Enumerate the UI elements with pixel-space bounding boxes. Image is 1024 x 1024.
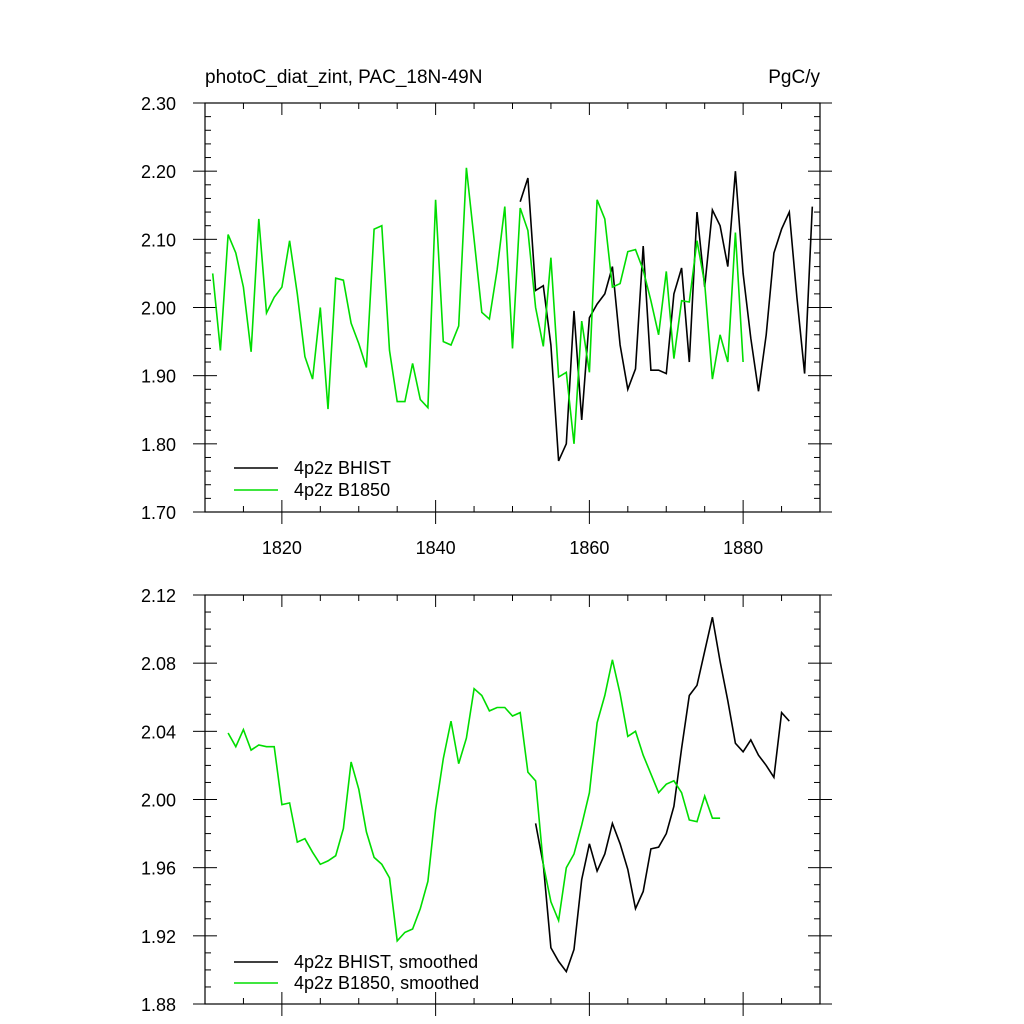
legend-label-bhist: 4p2z BHIST	[294, 458, 391, 478]
bottom-series-1-line	[227, 659, 721, 943]
top-ticks: 1820 1840 1860 1880 1.70 1.80 1.90 2.00 2.10 2.20…	[141, 94, 832, 558]
top-lines	[211, 167, 814, 462]
bottom-ticks: 1.88 1.92 1.96 2.00 2.04 2.08 2.12	[141, 586, 832, 1016]
chart-units-label: PgC/y	[768, 67, 820, 88]
top-y-tick-label-5: 2.20	[141, 162, 176, 182]
top-y-tick-label-3: 2.00	[141, 299, 176, 319]
top-y-tick-label-2: 1.90	[141, 367, 176, 387]
top-plot-frame	[204, 102, 821, 513]
legend-label-b1850: 4p2z B1850	[294, 480, 390, 500]
panel-bottom: 1.88 1.92 1.96 2.00 2.04 2.08 2.12 4p2z BHIST,…	[141, 586, 832, 1016]
top-x-tick-label-1880: 1880	[723, 538, 763, 558]
bottom-y-tick-label-0: 1.88	[141, 995, 176, 1015]
bottom-series-0-line	[534, 617, 790, 974]
bottom-y-tick-label-6: 2.12	[141, 586, 176, 606]
top-y-tick-label-6: 2.30	[141, 94, 176, 114]
bottom-y-tick-label-3: 2.00	[141, 791, 176, 811]
bottom-y-tick-label-5: 2.08	[141, 654, 176, 674]
top-y-tick-label-0: 1.70	[141, 503, 176, 523]
bottom-plot-frame	[204, 594, 821, 1005]
top-y-tick-label-4: 2.10	[141, 230, 176, 250]
bottom-y-tick-label-1: 1.92	[141, 927, 176, 947]
bottom-y-tick-label-2: 1.96	[141, 859, 176, 879]
legend-label-b1850-smoothed: 4p2z B1850, smoothed	[294, 973, 479, 993]
top-y-tick-label-1: 1.80	[141, 435, 176, 455]
top-series-0-line	[519, 171, 814, 462]
top-series-1-line	[211, 167, 744, 444]
chart-title-left: photoC_diat_zint, PAC_18N-49N	[205, 67, 482, 88]
panel-top: photoC_diat_zint, PAC_18N-49N PgC/y 1820…	[141, 67, 832, 558]
bottom-legend: 4p2z BHIST, smoothed 4p2z B1850, smoothe…	[234, 952, 479, 993]
bottom-lines	[227, 617, 790, 974]
top-x-tick-label-1840: 1840	[416, 538, 456, 558]
top-x-tick-label-1820: 1820	[262, 538, 302, 558]
bottom-y-tick-label-4: 2.04	[141, 722, 176, 742]
legend-label-bhist-smoothed: 4p2z BHIST, smoothed	[294, 952, 478, 972]
top-x-tick-label-1860: 1860	[569, 538, 609, 558]
top-legend: 4p2z BHIST 4p2z B1850	[234, 458, 391, 500]
